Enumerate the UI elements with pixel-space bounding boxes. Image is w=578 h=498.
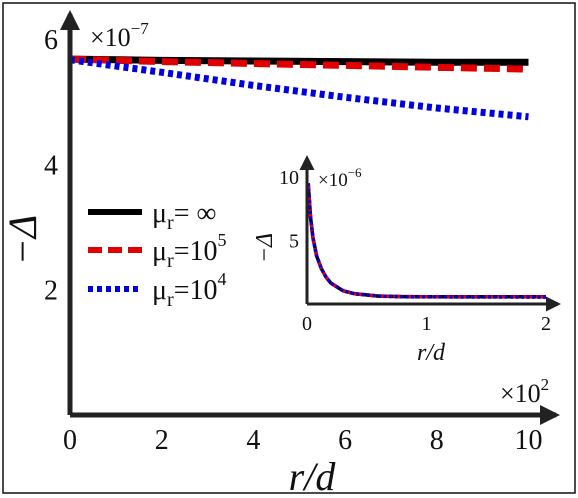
- x-tick-label: 10: [514, 425, 542, 456]
- main-y-multiplier: ×10−7: [90, 19, 149, 52]
- main-x-multiplier: ×102: [500, 375, 549, 408]
- x-tick-label: 1: [422, 313, 432, 335]
- main-x-axis-label: r/d: [289, 454, 337, 498]
- y-tick-label: 4: [44, 150, 58, 181]
- series-line-dashed: [69, 55, 529, 73]
- legend-label: μr= ∞: [152, 198, 216, 234]
- series-line-solid: [69, 55, 529, 66]
- legend-entry-mu-inf: μr= ∞: [88, 198, 216, 234]
- main-x-tick-labels: 0 2 4 6 8 10: [63, 425, 542, 456]
- main-plot: 0 2 4 6 8 10 246 ×10−7 ×102 r/d −Δ μr= ∞ μr=1…: [0, 10, 560, 498]
- series-line-solid: [306, 183, 546, 299]
- inset-y-multiplier: ×10−6: [318, 165, 362, 191]
- inset-x-tick-labels: 0 1 2: [302, 313, 551, 335]
- y-tick-label: 2: [44, 276, 58, 307]
- legend-entry-mu-1e4: μr=104: [88, 269, 226, 311]
- legend-label: μr=104: [152, 269, 226, 311]
- x-tick-label: 2: [155, 425, 169, 456]
- inset-y-axis-label: −Δ: [252, 233, 278, 263]
- inset-plot: 0 1 2 5 10 ×10−6 r/d −Δ: [252, 155, 561, 366]
- series-line-dashed: [306, 183, 546, 299]
- y-tick-label: 6: [44, 25, 58, 56]
- inset-series-group: [306, 183, 547, 299]
- main-series-group: [69, 55, 529, 121]
- main-y-tick-labels: 2 4 6: [44, 25, 58, 307]
- x-tick-label: 4: [246, 425, 260, 456]
- y-tick-label: 10: [279, 167, 299, 189]
- x-tick-label: 0: [302, 313, 312, 335]
- inset-y-tick-labels: 5 10: [279, 167, 299, 252]
- series-line-dotted: [306, 183, 547, 299]
- legend: μr= ∞ μr=105 μr=104: [88, 198, 226, 311]
- inset-x-axis-label: r/d: [417, 340, 446, 366]
- x-tick-label: 8: [430, 425, 444, 456]
- main-y-axis-label: −Δ: [0, 215, 45, 265]
- legend-label: μr=105: [152, 230, 226, 272]
- x-tick-label: 6: [338, 425, 352, 456]
- series-line-dotted: [69, 56, 529, 121]
- x-tick-label: 2: [541, 313, 551, 335]
- x-tick-label: 0: [63, 425, 77, 456]
- y-tick-label: 5: [289, 231, 299, 253]
- legend-entry-mu-1e5: μr=105: [88, 230, 226, 272]
